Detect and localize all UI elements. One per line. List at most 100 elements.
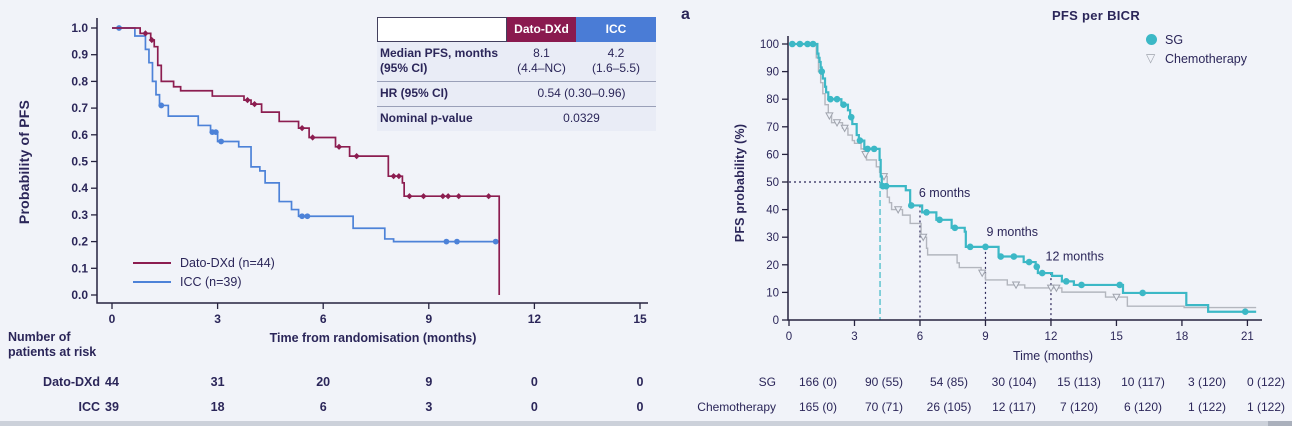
axis-frame: [787, 36, 1262, 321]
summary-table-blank-cell: [377, 17, 507, 42]
left-risk-table-header: Number of patients at risk: [8, 330, 97, 359]
censor-marker-chemotherapy: [1112, 293, 1121, 302]
censor-marker-chemotherapy: [861, 151, 870, 159]
risk-value: 18: [211, 400, 225, 414]
risk-value: 7 (120): [1060, 400, 1098, 414]
censor-marker-sg: [1241, 308, 1249, 316]
censor-marker-sg: [840, 101, 847, 109]
y-tick-label: 0.5: [71, 155, 88, 169]
censor-marker-sg: [1078, 281, 1085, 289]
censor-marker-sg: [818, 68, 826, 75]
censor-marker-sg: [936, 216, 943, 224]
censor-marker-dato-dxd-n-44: [395, 173, 402, 180]
curve-sg: [789, 42, 1257, 313]
censor-marker-dato-dxd-n-44: [455, 193, 462, 200]
risk-value: 30 (104): [992, 375, 1037, 389]
censor-marker-sg: [804, 40, 811, 48]
y-tick-label: 100: [760, 39, 779, 51]
risk-row-label: Dato-DXd: [43, 375, 100, 389]
window-bottom-edge: [0, 421, 1292, 426]
summary-table-header-row: Dato-DXd ICC: [377, 17, 656, 42]
censor-marker-dato-dxd-n-44: [309, 134, 316, 141]
censor-marker-dato-dxd-n-44: [244, 96, 251, 104]
risk-value: 12 (117): [992, 400, 1036, 414]
summary-row-median-pfs: Median PFS, months (95% CI) 8.1 (4.4–NC)…: [377, 42, 656, 82]
chemotherapy-triangle-swatch: ▽: [1146, 51, 1156, 65]
y-tick-label: 30: [766, 232, 779, 244]
annotation-label: 9 months: [987, 225, 1038, 239]
x-tick-label: 12: [528, 312, 542, 326]
y-tick-label: 0.4: [71, 181, 88, 195]
censor-marker-sg: [796, 40, 804, 48]
risk-value: 39: [105, 400, 119, 414]
y-tick-label: 0.8: [71, 74, 88, 88]
risk-value: 0: [531, 375, 538, 389]
censor-marker-sg: [870, 145, 878, 153]
risk-value: 9: [425, 375, 432, 389]
x-tick-label: 0: [786, 331, 792, 343]
y-tick-label: 1.0: [71, 21, 88, 35]
y-tick-label: 60: [766, 149, 779, 161]
y-tick-label: 70: [766, 122, 779, 134]
legend-label-icc: ICC (n=39): [180, 274, 242, 289]
censor-marker-sg: [833, 95, 841, 103]
x-tick-label: 3: [214, 312, 221, 326]
censor-marker-sg: [864, 145, 871, 153]
sg-dot-swatch: [1146, 34, 1157, 45]
censor-marker-sg: [1010, 253, 1018, 260]
y-tick-label: 20: [766, 260, 779, 272]
censor-marker-chemotherapy: [1011, 281, 1021, 290]
risk-value: 44: [105, 375, 119, 389]
hr-label: HR (95% CI): [380, 86, 449, 100]
summary-row-p-value: Nominal p-value 0.0329: [377, 107, 656, 131]
y-tick-label: 0.0: [71, 288, 88, 302]
risk-value: 166 (0): [799, 375, 837, 389]
right-y-axis-title: PFS probability (%): [733, 123, 747, 243]
risk-value: 1 (122): [1188, 400, 1226, 414]
censor-marker-icc-n-39: [304, 213, 311, 220]
risk-value: 10 (117): [1121, 375, 1165, 389]
censor-marker-dato-dxd-n-44: [298, 125, 306, 132]
hr-value: 0.54 (0.30–0.96): [537, 86, 626, 100]
risk-value: 0: [637, 400, 644, 414]
risk-value: 3 (120): [1188, 375, 1226, 389]
risk-value: 90 (55): [865, 375, 903, 389]
x-tick-label: 12: [1045, 331, 1058, 343]
x-tick-label: 3: [851, 331, 857, 343]
risk-value: 0 (122): [1247, 375, 1285, 389]
legend-item-chemotherapy: ▽ Chemotherapy: [1146, 49, 1247, 68]
censor-marker-icc-n-39: [212, 129, 219, 136]
summary-table-header-icc: ICC: [576, 17, 656, 42]
summary-table-header-dato-dxd: Dato-DXd: [507, 17, 576, 42]
risk-value: 3: [425, 400, 432, 414]
risk-value: 54 (85): [930, 375, 968, 389]
censor-marker-sg: [1033, 263, 1041, 271]
dato-dxd-line-swatch: [133, 261, 171, 264]
median-pfs-dato-value: 8.1 (4.4–NC): [517, 46, 566, 75]
y-tick-label: 50: [766, 177, 779, 189]
censor-marker-dato-dxd-n-44: [148, 36, 155, 44]
y-tick-label: 10: [766, 287, 779, 299]
risk-value: 31: [211, 375, 225, 389]
censor-marker-sg: [1025, 258, 1033, 266]
censor-marker-dato-dxd-n-44: [439, 193, 446, 200]
y-tick-label: 0: [773, 315, 779, 327]
x-tick-label: 15: [1110, 331, 1123, 343]
censor-marker-sg: [1062, 278, 1070, 285]
censor-marker-sg: [788, 40, 796, 48]
curve-chemotherapy: [789, 43, 1257, 309]
censor-marker-dato-dxd-n-44: [335, 143, 343, 150]
median-pfs-icc-value: 4.2 (1.6–5.5): [591, 46, 641, 75]
censor-marker-sg: [847, 113, 855, 121]
censor-marker-chemotherapy: [832, 119, 842, 127]
censor-marker-sg: [923, 209, 930, 216]
y-tick-label: 80: [766, 94, 779, 106]
right-legend: SG ▽ Chemotherapy: [1146, 30, 1247, 68]
left-legend: Dato-DXd (n=44) ICC (n=39): [133, 253, 275, 291]
x-tick-label: 9: [425, 312, 432, 326]
censor-marker-sg: [827, 95, 834, 103]
x-tick-label: 21: [1241, 331, 1254, 343]
censor-marker-sg: [1139, 289, 1146, 297]
censor-marker-sg: [809, 40, 817, 48]
